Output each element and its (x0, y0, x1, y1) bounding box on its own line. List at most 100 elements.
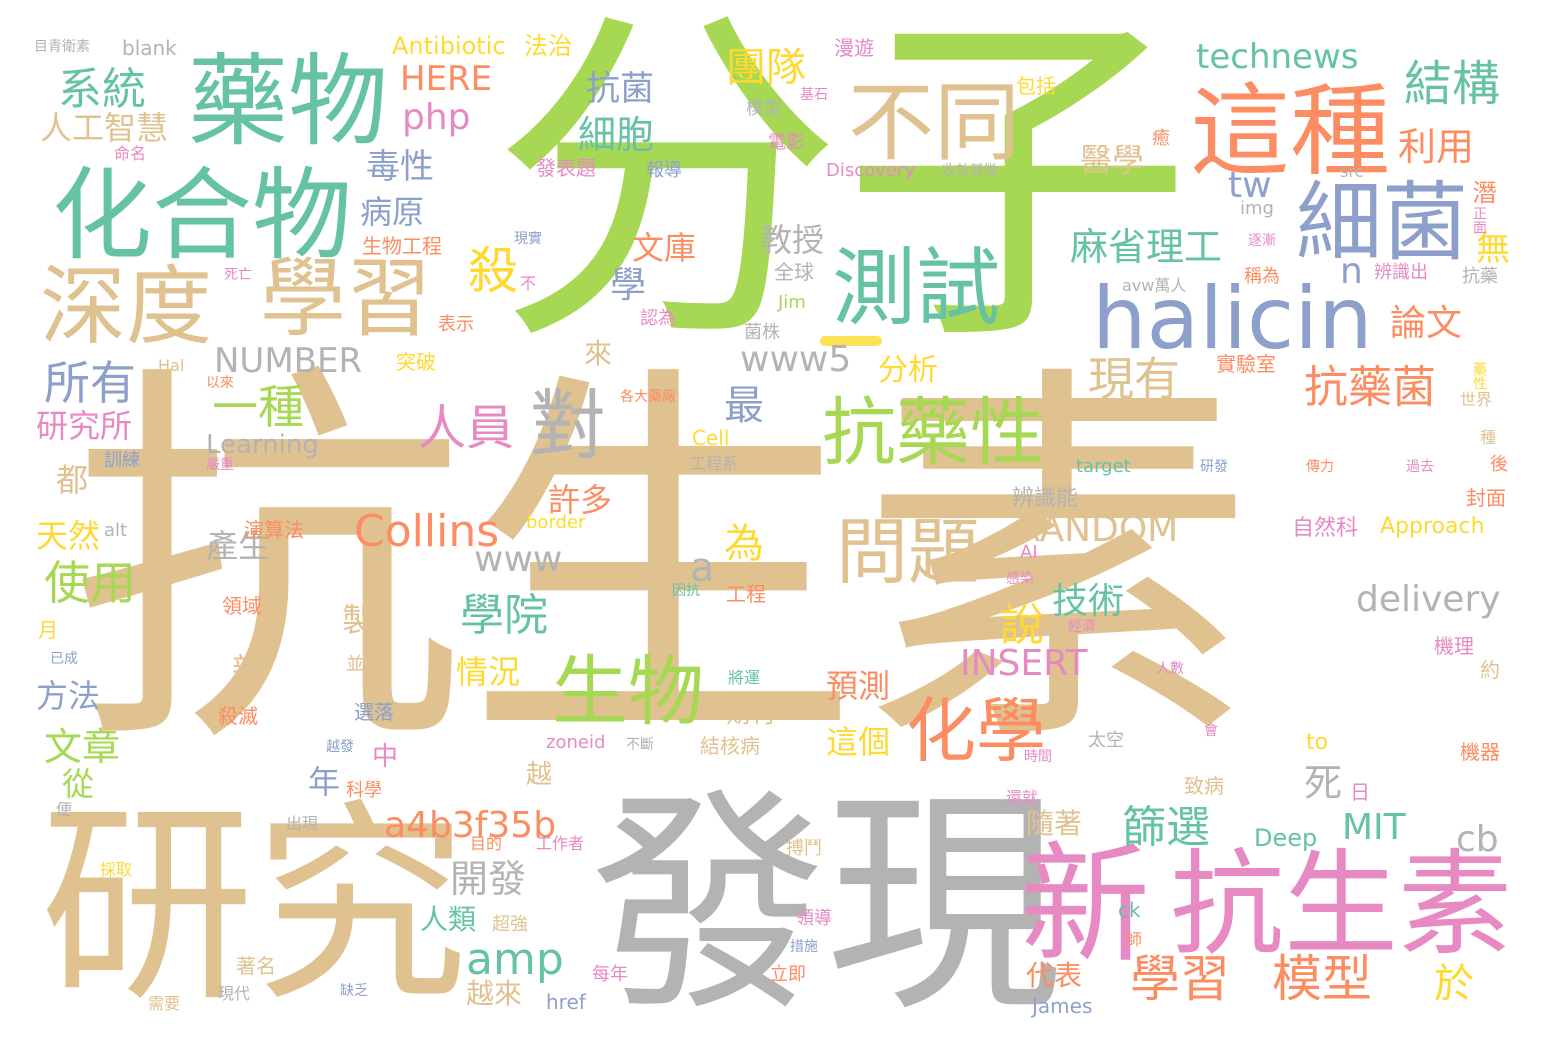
word: 因抗 (672, 583, 700, 599)
word: 現有 (1088, 352, 1180, 406)
word: 將運 (728, 668, 761, 687)
word: 稱為 (1244, 266, 1280, 287)
word: 科學 (346, 780, 382, 801)
word: 漫遊 (834, 36, 874, 60)
word: 系統 (58, 64, 146, 115)
word: 全球 (774, 260, 814, 284)
word: php (402, 97, 471, 138)
word: 抗藥菌 (1304, 362, 1436, 413)
word: Jim (778, 292, 806, 313)
word: 學習 (260, 249, 432, 349)
word: 人數 (1156, 661, 1184, 677)
word: 立即 (770, 964, 806, 985)
word: target (1076, 456, 1131, 477)
word: 逐漸 (1248, 233, 1276, 249)
word: 許多 (548, 481, 613, 519)
word: 太空 (1088, 730, 1124, 751)
word: 各大藥廠 (620, 389, 676, 405)
word: 天然 (36, 517, 101, 555)
word: 致病 (1184, 774, 1224, 798)
word: 醫學 (1080, 141, 1145, 179)
word: 方法 (36, 677, 101, 715)
word: 菌株 (744, 322, 780, 343)
word: 認為 (640, 308, 676, 329)
word: Hal (158, 356, 185, 375)
word: 藥物 (188, 43, 388, 160)
word: 現實 (514, 231, 542, 247)
word: href (546, 990, 586, 1014)
word: 感染 (1006, 571, 1034, 587)
word: 嚴重 (206, 457, 234, 473)
word: 化學 (906, 690, 1046, 772)
word: Deep (1254, 824, 1318, 852)
word: 抗藥 (1462, 266, 1498, 287)
word: Collins (354, 506, 500, 557)
word: 每年 (592, 964, 628, 985)
word: 癒 (1152, 128, 1170, 149)
word: 越來 (466, 977, 523, 1010)
word: 封面 (1466, 486, 1506, 510)
word: 麻省理工 (1070, 225, 1223, 269)
word: technews (1196, 37, 1359, 77)
word: 從 (62, 765, 95, 803)
word: to (1306, 730, 1329, 755)
word: 細菌 (1296, 173, 1468, 273)
word: blank (122, 36, 177, 60)
word: 病原 (360, 193, 425, 231)
word: 目青衛素 (34, 39, 90, 55)
word: 月 (38, 618, 58, 642)
word: 分析 (878, 353, 938, 388)
word: 殺 (468, 242, 518, 300)
word: 命名 (114, 144, 147, 163)
word: a4b3f35b (384, 805, 557, 846)
word: 潛 (1468, 180, 1496, 204)
word: 日 (1350, 780, 1370, 804)
word: 細胞 (578, 113, 655, 157)
word: 一種 (212, 380, 304, 434)
word: 工程 (726, 582, 766, 606)
word: 問題 (836, 510, 981, 594)
word: 文章 (44, 725, 121, 769)
word: 缺乏 (340, 983, 368, 999)
word: INSERT (960, 643, 1088, 684)
word: 抗菌 (586, 69, 654, 109)
word: 包括 (1016, 74, 1056, 98)
word: 篩選 (1122, 802, 1210, 853)
word: 研發 (1200, 459, 1228, 475)
word: 目的 (470, 834, 503, 853)
word: 學習 (1130, 950, 1230, 1008)
word: NUMBER (214, 341, 363, 381)
word: 機理 (1434, 634, 1474, 658)
word: 都 (56, 461, 89, 499)
word: 抗生素 (70, 335, 1255, 795)
word: 並挑 (346, 654, 382, 675)
word: src (1340, 162, 1364, 181)
word: 越 (526, 760, 553, 790)
word: 結核病 (700, 734, 760, 758)
word: 基石 (800, 87, 828, 103)
word: 傳力 (1306, 459, 1334, 475)
word: 訓練 (104, 450, 140, 471)
word: 測試 (832, 239, 1001, 337)
word: 期刊 (726, 700, 774, 728)
word: 措施 (790, 939, 818, 955)
word: 機器 (1460, 740, 1500, 764)
word: RANDOM (1016, 509, 1179, 550)
word: 學 (610, 265, 647, 306)
word: 死 (1304, 761, 1343, 805)
word: 不斷 (626, 737, 654, 753)
word: www (474, 539, 563, 580)
word: 開發 (450, 857, 527, 901)
word: 需要 (148, 994, 181, 1013)
word: 隨著 (1026, 807, 1083, 840)
word: 便 (56, 800, 73, 819)
word: 技術 (1052, 581, 1125, 622)
word: 辨識能 (1012, 486, 1079, 511)
word: halicin (1092, 269, 1373, 369)
word: 文庫 (632, 229, 697, 267)
word: 以來 (206, 375, 234, 391)
word: 無 (1476, 229, 1510, 269)
word: Learning (206, 430, 319, 460)
word: 生物 (552, 647, 704, 736)
